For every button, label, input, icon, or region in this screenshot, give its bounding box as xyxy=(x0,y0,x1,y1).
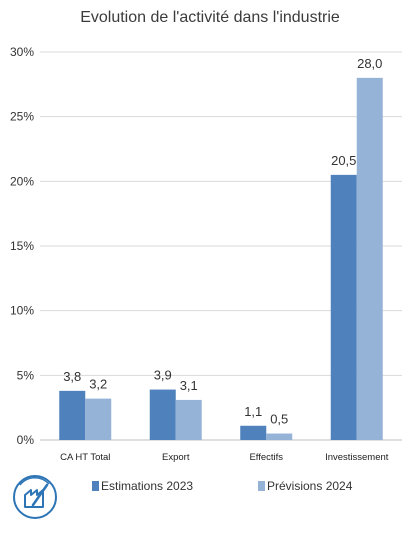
bar xyxy=(331,175,357,440)
data-label: 3,1 xyxy=(180,378,198,393)
legend-label: Estimations 2023 xyxy=(101,479,193,493)
data-label: 3,8 xyxy=(63,369,81,384)
x-category-label: CA HT Total xyxy=(60,452,110,463)
x-category-label: Investissement xyxy=(325,452,389,463)
bars xyxy=(59,78,383,440)
x-category-label: Export xyxy=(162,452,190,463)
data-label: 3,2 xyxy=(89,377,107,392)
y-tick-label: 15% xyxy=(10,239,34,253)
y-tick-label: 30% xyxy=(10,45,34,59)
bar xyxy=(85,399,111,440)
industry-logo-icon xyxy=(14,476,56,518)
bar xyxy=(59,391,85,440)
bar xyxy=(240,426,266,440)
x-category-label: Effectifs xyxy=(249,452,283,463)
legend: Estimations 2023 Prévisions 2024 xyxy=(92,479,353,493)
bar xyxy=(357,78,383,440)
y-tick-label: 25% xyxy=(10,110,34,124)
chart-title: Evolution de l'activité dans l'industrie xyxy=(80,9,340,26)
data-label: 3,9 xyxy=(154,368,172,383)
legend-swatch xyxy=(258,481,265,491)
y-tick-label: 5% xyxy=(17,368,35,382)
bar xyxy=(176,400,202,440)
y-tick-label: 0% xyxy=(17,433,35,447)
y-axis-ticks: 0% 5% 10% 15% 20% 25% 30% xyxy=(10,45,34,447)
legend-label: Prévisions 2024 xyxy=(267,479,353,493)
data-label: 28,0 xyxy=(357,56,382,71)
x-axis-categories: CA HT Total Export Effectifs Investissement xyxy=(60,452,389,463)
legend-swatch xyxy=(92,481,99,491)
data-label: 20,5 xyxy=(331,153,356,168)
y-tick-label: 10% xyxy=(10,304,34,318)
data-label: 0,5 xyxy=(270,412,288,427)
y-tick-label: 20% xyxy=(10,174,34,188)
bar xyxy=(266,434,292,440)
bar xyxy=(150,390,176,440)
data-label: 1,1 xyxy=(244,404,262,419)
